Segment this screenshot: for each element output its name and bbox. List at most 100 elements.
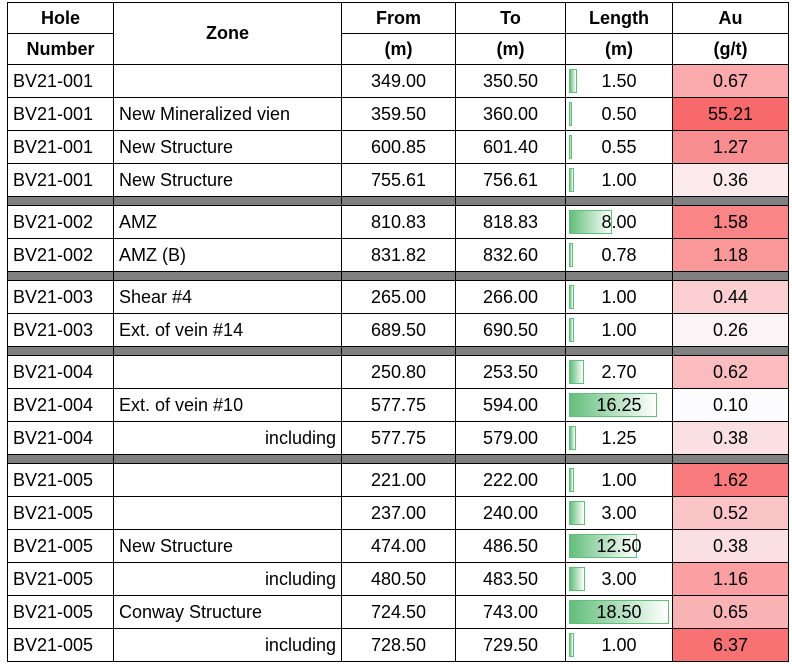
cell: BV21-004 xyxy=(7,421,114,455)
separator-cell xyxy=(455,271,566,281)
separator-cell xyxy=(341,346,456,356)
cell xyxy=(113,64,342,98)
data-bar xyxy=(569,168,575,192)
data-row: BV21-004 including 577.75 579.00 1.25 0.38 xyxy=(7,421,789,455)
data-row: BV21-005 New Structure 474.00 486.50 12.50 0.… xyxy=(7,529,789,563)
separator-cell xyxy=(565,196,673,206)
cell: 250.80 xyxy=(341,355,456,389)
length-cell: 0.78 xyxy=(565,238,673,272)
data-bar xyxy=(569,210,613,234)
cell-text: 1.00 xyxy=(601,286,637,307)
length-cell: 1.00 xyxy=(565,313,673,347)
au-cell: 1.16 xyxy=(672,562,789,596)
length-cell: 1.00 xyxy=(565,280,673,314)
cell-text: 1.00 xyxy=(601,169,637,190)
data-bar xyxy=(569,135,572,159)
data-row: BV21-004 Ext. of vein #10 577.75 594.00 16.2… xyxy=(7,388,789,422)
data-bar xyxy=(569,318,575,342)
cell: including xyxy=(113,562,342,596)
results-table: Hole Zone From To Length Au Number (m) (… xyxy=(7,2,789,662)
header-cell: To xyxy=(455,2,566,34)
au-cell: 6.37 xyxy=(672,628,789,662)
header-cell: Au xyxy=(672,2,789,34)
cell-text: 3.00 xyxy=(601,502,637,523)
cell-text: 8.00 xyxy=(601,211,637,232)
au-cell: 0.36 xyxy=(672,163,789,197)
separator-cell xyxy=(113,346,342,356)
separator-cell xyxy=(7,454,114,464)
separator-cell xyxy=(565,271,673,281)
data-row: BV21-005 237.00 240.00 3.00 0.52 xyxy=(7,496,789,530)
cell: 690.50 xyxy=(455,313,566,347)
separator-cell xyxy=(341,454,456,464)
separator-cell xyxy=(7,271,114,281)
cell: New Structure xyxy=(113,163,342,197)
au-cell: 55.21 xyxy=(672,97,789,131)
header-cell: (g/t) xyxy=(672,33,789,65)
cell: BV21-002 xyxy=(7,205,114,239)
au-cell: 0.10 xyxy=(672,388,789,422)
cell-text: 3.00 xyxy=(601,568,637,589)
au-cell: 0.65 xyxy=(672,595,789,629)
cell: 689.50 xyxy=(341,313,456,347)
length-cell: 8.00 xyxy=(565,205,673,239)
cell: 486.50 xyxy=(455,529,566,563)
au-cell: 0.67 xyxy=(672,64,789,98)
au-cell: 1.58 xyxy=(672,205,789,239)
header-cell: Zone xyxy=(113,2,342,65)
au-cell: 0.44 xyxy=(672,280,789,314)
cell: 600.85 xyxy=(341,130,456,164)
cell: 743.00 xyxy=(455,595,566,629)
header-cell: (m) xyxy=(455,33,566,65)
cell: 350.50 xyxy=(455,64,566,98)
cell-text: 2.70 xyxy=(601,361,637,382)
data-row: BV21-003 Shear #4 265.00 266.00 1.00 0.44 xyxy=(7,280,789,314)
data-bar xyxy=(569,468,575,492)
cell: 222.00 xyxy=(455,463,566,497)
cell: 359.50 xyxy=(341,97,456,131)
au-cell: 0.38 xyxy=(672,529,789,563)
au-cell: 1.27 xyxy=(672,130,789,164)
data-row: BV21-003 Ext. of vein #14 689.50 690.50 1.00… xyxy=(7,313,789,347)
length-cell: 0.55 xyxy=(565,130,673,164)
cell: 601.40 xyxy=(455,130,566,164)
cell xyxy=(113,463,342,497)
cell: Ext. of vein #10 xyxy=(113,388,342,422)
data-bar xyxy=(569,534,637,558)
cell: BV21-005 xyxy=(7,529,114,563)
data-row: BV21-001 349.00 350.50 1.50 0.67 xyxy=(7,64,789,98)
cell: 240.00 xyxy=(455,496,566,530)
cell: 810.83 xyxy=(341,205,456,239)
cell: 831.82 xyxy=(341,238,456,272)
au-cell: 0.38 xyxy=(672,421,789,455)
cell-text: 1.00 xyxy=(601,469,637,490)
cell: 755.61 xyxy=(341,163,456,197)
separator-cell xyxy=(113,196,342,206)
au-cell: 0.52 xyxy=(672,496,789,530)
cell: New Structure xyxy=(113,529,342,563)
data-row: BV21-001 New Mineralized vien 359.50 360.00… xyxy=(7,97,789,131)
cell: 756.61 xyxy=(455,163,566,197)
separator-cell xyxy=(455,196,566,206)
separator-row xyxy=(7,271,789,281)
separator-cell xyxy=(113,454,342,464)
data-row: BV21-005 221.00 222.00 1.00 1.62 xyxy=(7,463,789,497)
separator-cell xyxy=(455,454,566,464)
cell: 349.00 xyxy=(341,64,456,98)
cell: BV21-005 xyxy=(7,595,114,629)
cell-text: 16.25 xyxy=(596,394,642,415)
separator-cell xyxy=(7,196,114,206)
data-bar xyxy=(569,567,586,591)
data-bar xyxy=(569,69,578,93)
cell: BV21-001 xyxy=(7,163,114,197)
cell: 265.00 xyxy=(341,280,456,314)
au-cell: 0.62 xyxy=(672,355,789,389)
data-bar xyxy=(569,426,576,450)
table-body: BV21-001 349.00 350.50 1.50 0.67 BV21-001 New … xyxy=(7,64,789,662)
cell: BV21-005 xyxy=(7,463,114,497)
header-cell: (m) xyxy=(341,33,456,65)
cell: 266.00 xyxy=(455,280,566,314)
separator-cell xyxy=(672,271,789,281)
cell: 474.00 xyxy=(341,529,456,563)
au-cell: 0.26 xyxy=(672,313,789,347)
